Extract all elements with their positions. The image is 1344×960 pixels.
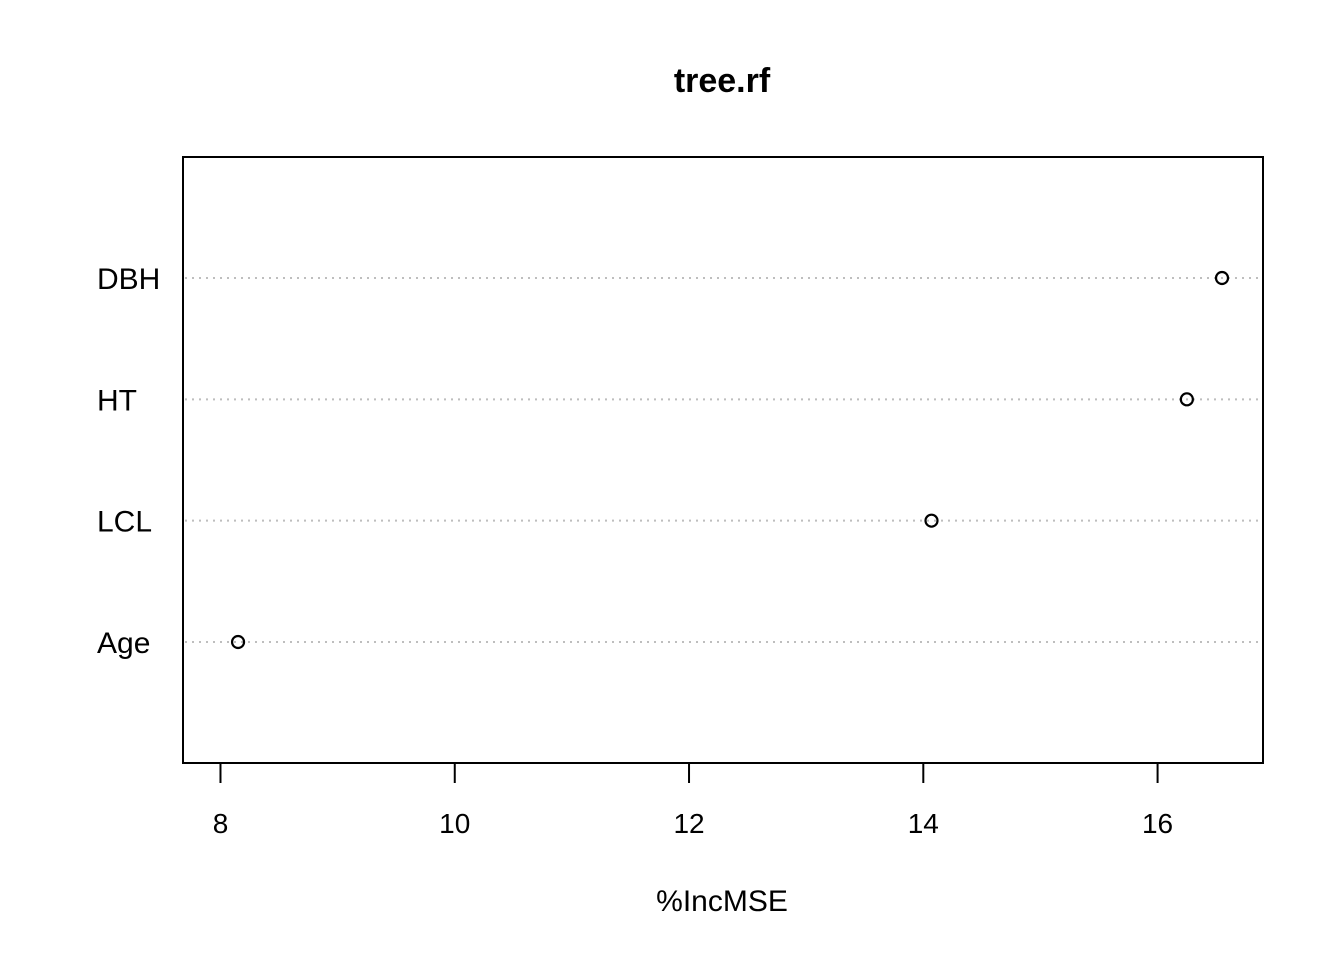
- x-axis-label: %IncMSE: [656, 885, 788, 918]
- data-point: [1214, 270, 1230, 286]
- category-label: HT: [97, 384, 137, 417]
- x-tick-label: 12: [673, 808, 704, 839]
- category-label: Age: [97, 627, 150, 660]
- category-label: LCL: [97, 506, 152, 539]
- data-point: [924, 513, 939, 528]
- category-labels: DBH HT LCL Age: [97, 263, 160, 660]
- x-axis: 8 10 12 14 16: [213, 762, 1173, 839]
- x-tick-label: 8: [213, 808, 229, 839]
- grid-lines: [185, 277, 1261, 643]
- data-points: [230, 270, 1230, 650]
- x-tick-label: 14: [908, 808, 939, 839]
- data-point: [1179, 392, 1194, 407]
- plot-frame: [182, 156, 1264, 764]
- x-tick-label: 10: [439, 808, 470, 839]
- chart-title: tree.rf: [674, 62, 771, 100]
- data-point: [230, 634, 246, 650]
- x-tick-label: 16: [1142, 808, 1173, 839]
- category-label: DBH: [97, 263, 160, 296]
